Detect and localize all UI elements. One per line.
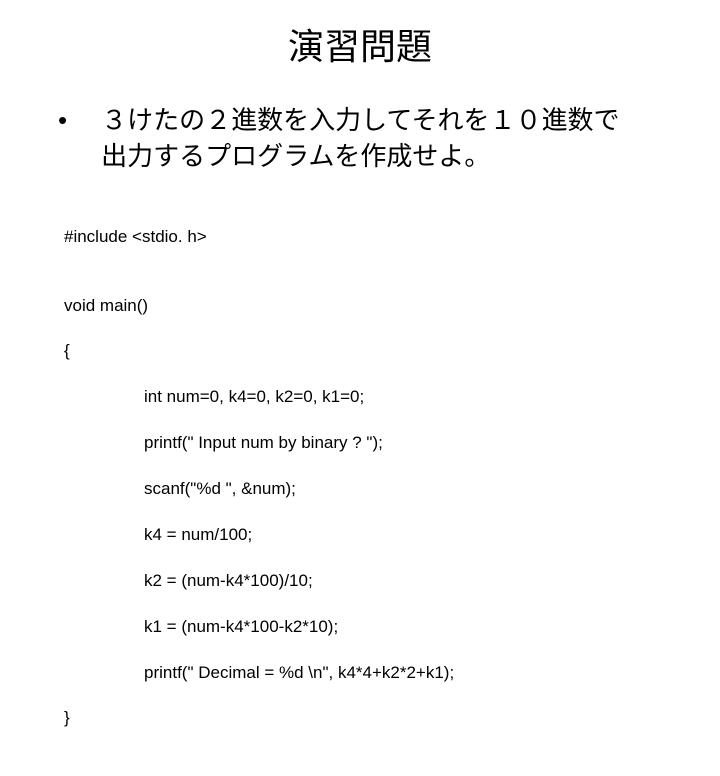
code-line: int num=0, k4=0, k2=0, k1=0; — [64, 386, 680, 409]
code-line: { — [64, 340, 680, 363]
code-block: #include <stdio. h> void main() { int nu… — [40, 203, 680, 776]
problem-text: ３けたの２進数を入力してそれを１０進数で 出力するプログラムを作成せよ。 — [101, 102, 619, 175]
problem-line-1: ３けたの２進数を入力してそれを１０進数で — [101, 105, 619, 135]
code-line: printf(" Decimal = %d \n", k4*4+k2*2+k1)… — [64, 662, 680, 685]
code-line: scanf("%d ", &num); — [64, 478, 680, 501]
code-line: k2 = (num-k4*100)/10; — [64, 570, 680, 593]
problem-line-2: 出力するプログラムを作成せよ。 — [101, 141, 490, 171]
code-line: printf(" Input num by binary ? "); — [64, 432, 680, 455]
bullet-marker: • — [58, 102, 67, 138]
code-line: k1 = (num-k4*100-k2*10); — [64, 616, 680, 639]
slide-title: 演習問題 — [40, 18, 680, 70]
code-line: } — [64, 707, 680, 730]
slide-container: 演習問題 • ３けたの２進数を入力してそれを１０進数で 出力するプログラムを作成… — [0, 0, 720, 540]
code-line: k4 = num/100; — [64, 524, 680, 547]
code-line: void main() — [64, 295, 680, 318]
code-line: #include <stdio. h> — [64, 226, 680, 249]
problem-statement: • ３けたの２進数を入力してそれを１０進数で 出力するプログラムを作成せよ。 — [40, 102, 680, 175]
